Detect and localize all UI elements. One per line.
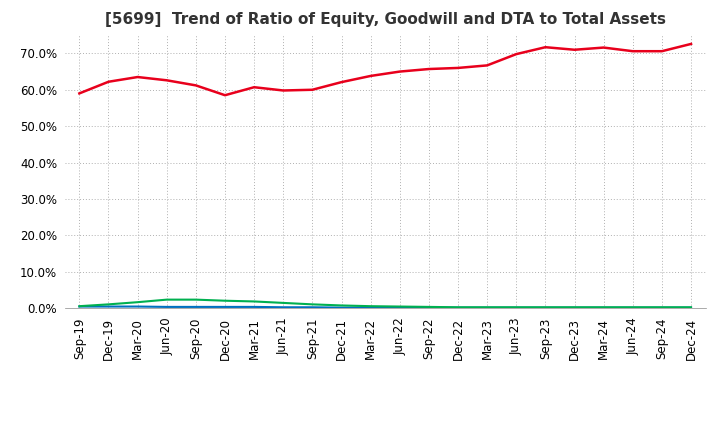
Equity xyxy=(308,87,317,92)
Equity xyxy=(279,88,287,93)
Title: [5699]  Trend of Ratio of Equity, Goodwill and DTA to Total Assets: [5699] Trend of Ratio of Equity, Goodwil… xyxy=(104,12,666,27)
Deferred Tax Assets xyxy=(425,304,433,310)
Equity xyxy=(337,80,346,85)
Equity xyxy=(104,79,113,84)
Goodwill xyxy=(366,305,375,310)
Line: Deferred Tax Assets: Deferred Tax Assets xyxy=(79,300,691,307)
Deferred Tax Assets xyxy=(308,302,317,307)
Goodwill xyxy=(279,304,287,310)
Goodwill xyxy=(687,305,696,310)
Equity xyxy=(570,47,579,52)
Equity xyxy=(425,66,433,72)
Deferred Tax Assets xyxy=(395,304,404,309)
Deferred Tax Assets xyxy=(541,304,550,310)
Goodwill xyxy=(395,305,404,310)
Goodwill xyxy=(629,305,637,310)
Equity xyxy=(629,48,637,54)
Deferred Tax Assets xyxy=(570,304,579,310)
Goodwill xyxy=(133,304,142,309)
Deferred Tax Assets xyxy=(250,299,258,304)
Goodwill xyxy=(163,304,171,310)
Equity xyxy=(483,63,492,68)
Goodwill xyxy=(220,304,229,310)
Equity xyxy=(541,44,550,50)
Goodwill xyxy=(75,304,84,309)
Deferred Tax Assets xyxy=(454,304,462,310)
Line: Goodwill: Goodwill xyxy=(79,307,691,308)
Goodwill xyxy=(512,305,521,310)
Goodwill xyxy=(541,305,550,310)
Deferred Tax Assets xyxy=(512,304,521,310)
Deferred Tax Assets xyxy=(366,304,375,309)
Deferred Tax Assets xyxy=(220,298,229,303)
Deferred Tax Assets xyxy=(657,304,666,310)
Equity xyxy=(395,69,404,74)
Equity xyxy=(657,48,666,54)
Goodwill xyxy=(599,305,608,310)
Goodwill xyxy=(454,305,462,310)
Equity xyxy=(599,45,608,50)
Equity xyxy=(454,65,462,70)
Goodwill xyxy=(104,304,113,309)
Equity xyxy=(220,92,229,98)
Deferred Tax Assets xyxy=(629,304,637,310)
Deferred Tax Assets xyxy=(192,297,200,302)
Deferred Tax Assets xyxy=(75,304,84,309)
Deferred Tax Assets xyxy=(687,304,696,310)
Equity xyxy=(250,84,258,90)
Line: Equity: Equity xyxy=(79,44,691,95)
Goodwill xyxy=(192,304,200,310)
Deferred Tax Assets xyxy=(133,300,142,305)
Deferred Tax Assets xyxy=(337,303,346,308)
Equity xyxy=(512,51,521,57)
Equity xyxy=(687,41,696,47)
Goodwill xyxy=(337,305,346,310)
Goodwill xyxy=(250,304,258,310)
Deferred Tax Assets xyxy=(163,297,171,302)
Deferred Tax Assets xyxy=(279,300,287,305)
Goodwill xyxy=(483,305,492,310)
Deferred Tax Assets xyxy=(599,304,608,310)
Equity xyxy=(75,91,84,96)
Goodwill xyxy=(308,304,317,310)
Equity xyxy=(366,73,375,79)
Deferred Tax Assets xyxy=(104,302,113,307)
Goodwill xyxy=(425,305,433,310)
Equity xyxy=(133,74,142,80)
Goodwill xyxy=(657,305,666,310)
Equity xyxy=(192,83,200,88)
Deferred Tax Assets xyxy=(483,304,492,310)
Equity xyxy=(163,78,171,83)
Goodwill xyxy=(570,305,579,310)
